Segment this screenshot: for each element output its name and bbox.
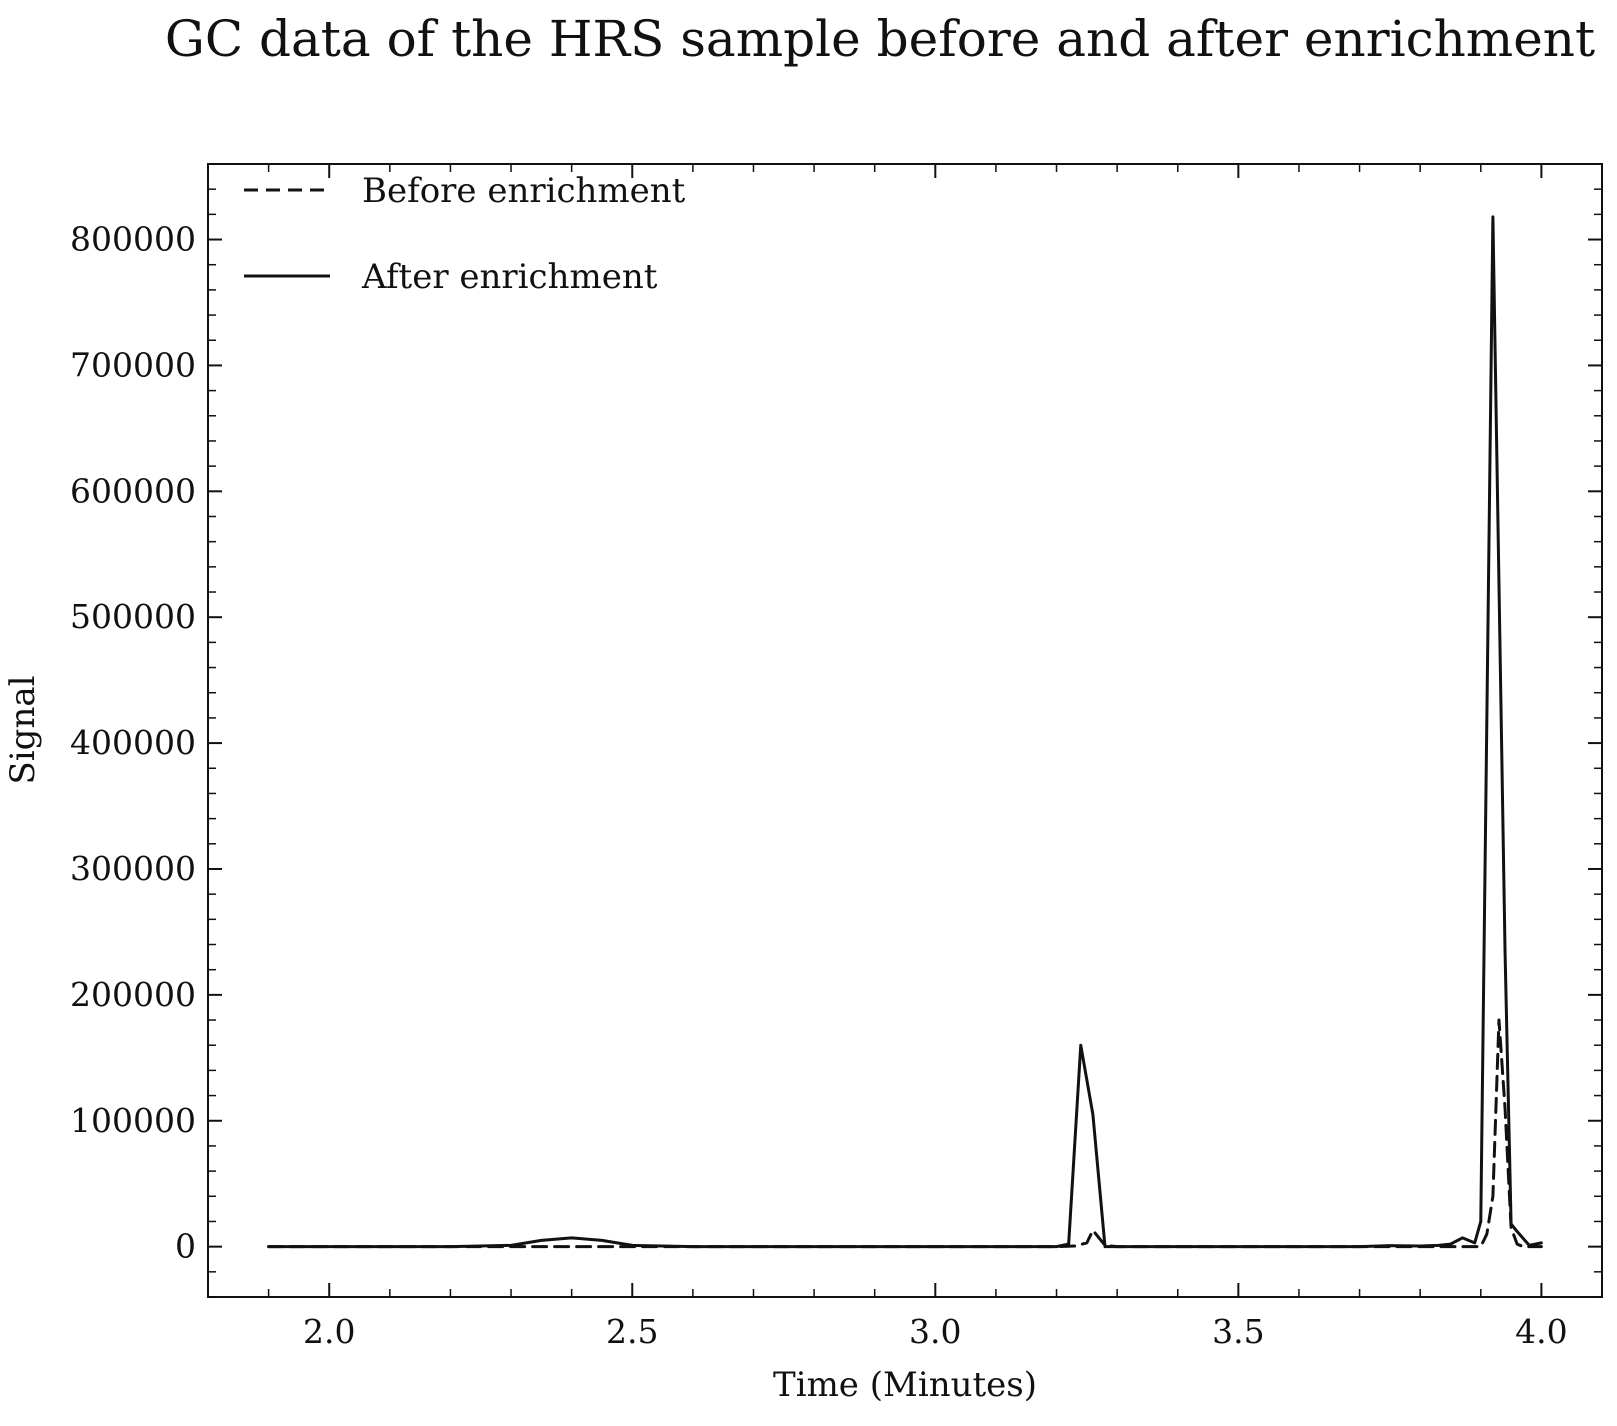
y-tick-label: 600000 <box>70 471 196 510</box>
x-tick-label: 2.5 <box>606 1312 658 1351</box>
y-tick-label: 200000 <box>70 975 196 1014</box>
series-line-before-enrichment <box>267 1018 1543 1249</box>
y-tick-label: 400000 <box>70 723 196 762</box>
legend: Before enrichment After enrichment <box>244 171 686 297</box>
y-tick-label: 700000 <box>70 345 196 384</box>
y-tick-label: 300000 <box>70 849 196 888</box>
plot-area <box>207 163 1603 1298</box>
x-tick-label: 3.5 <box>1212 1312 1264 1351</box>
y-tick-label: 100000 <box>70 1101 196 1140</box>
x-tick-label: 4.0 <box>1515 1312 1567 1351</box>
legend-label-before-enrichment: Before enrichment <box>362 171 686 211</box>
chart-title: GC data of the HRS sample before and aft… <box>165 10 1595 68</box>
x-tick-label: 3.0 <box>909 1312 961 1351</box>
series-layer <box>267 215 1543 1249</box>
x-tick-label: 2.0 <box>303 1312 355 1351</box>
y-tick-label: 500000 <box>70 597 196 636</box>
legend-label-after-enrichment: After enrichment <box>361 257 658 297</box>
x-axis: 2.0 2.5 3.0 3.5 4.0 <box>207 164 1603 1351</box>
y-tick-label: 0 <box>175 1227 196 1266</box>
y-tick-label: 800000 <box>70 220 196 259</box>
y-axis-label: Signal <box>3 676 43 785</box>
x-axis-label: Time (Minutes) <box>773 1365 1037 1405</box>
y-axis: 0 100000 200000 300000 400000 500000 600000 700… <box>70 163 1602 1298</box>
series-line-after-enrichment <box>267 215 1543 1249</box>
